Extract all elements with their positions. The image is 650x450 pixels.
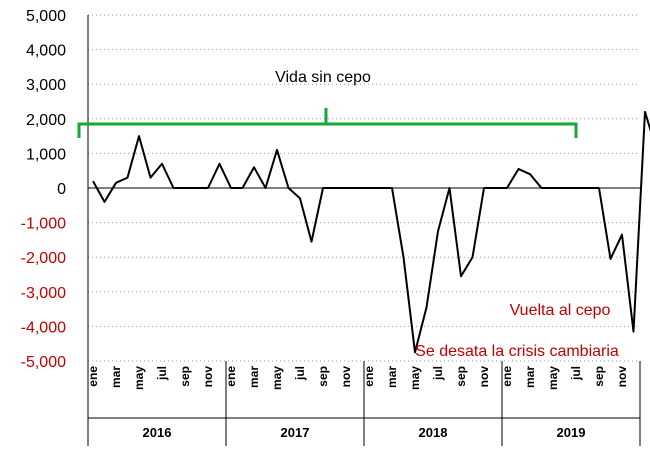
- x-tick-label: nov: [339, 366, 353, 388]
- x-tick-label: jul: [431, 366, 445, 381]
- x-tick-label: sep: [316, 366, 330, 387]
- y-tick-label: -1,000: [21, 216, 66, 233]
- y-tick-label: -5,000: [21, 354, 66, 371]
- x-tick-label: may: [408, 366, 422, 390]
- gridlines: [88, 14, 640, 362]
- year-label: 2016: [143, 425, 172, 440]
- x-tick-label: sep: [178, 366, 192, 387]
- x-tick-label: sep: [592, 366, 606, 387]
- y-tick-label: -2,000: [21, 250, 66, 267]
- x-tick-label: ene: [362, 366, 376, 387]
- year-label: 2019: [557, 425, 586, 440]
- x-tick-label: jul: [155, 366, 169, 381]
- y-tick-label: -3,000: [21, 285, 66, 302]
- y-tick-label: 3,000: [26, 77, 66, 94]
- bracket-line: [77, 122, 578, 138]
- x-tick-label: mar: [247, 366, 261, 388]
- y-tick-label: 2,000: [26, 112, 66, 129]
- labels: 5,000 4,000 3,000 2,000 1,000 0 -1,000 -2,000 -3…: [21, 8, 629, 440]
- x-tick-label: jul: [293, 366, 307, 381]
- x-tick-label: nov: [477, 366, 491, 388]
- x-tick-label: mar: [385, 366, 399, 388]
- x-tick-label: mar: [109, 366, 123, 388]
- bracket-label: Vida sin cepo: [275, 69, 371, 86]
- x-tick-label: may: [546, 366, 560, 390]
- x-tick-label: sep: [454, 366, 468, 387]
- x-tick-label: nov: [201, 366, 215, 388]
- series-layer: [92, 110, 650, 354]
- x-tick-label: ene: [86, 366, 100, 387]
- y-tick-label: 4,000: [26, 43, 66, 60]
- x-tick-label: jul: [569, 366, 583, 381]
- year-label: 2017: [281, 425, 310, 440]
- annotation-crisis-cambiaria: Se desata la crisis cambiaria: [415, 343, 619, 360]
- x-tick-label: nov: [615, 366, 629, 388]
- x-tick-label: may: [132, 366, 146, 390]
- series-line-serie: [92, 110, 650, 354]
- y-tick-label: 1,000: [26, 146, 66, 163]
- x-tick-label: ene: [500, 366, 514, 387]
- year-label: 2018: [419, 425, 448, 440]
- x-tick-label: ene: [224, 366, 238, 387]
- y-tick-label: -4,000: [21, 319, 66, 336]
- annotation-vuelta-al-cepo: Vuelta al cepo: [510, 302, 611, 319]
- y-tick-label: 5,000: [26, 8, 66, 25]
- x-tick-label: may: [270, 366, 284, 390]
- y-tick-label: 0: [57, 181, 66, 198]
- x-tick-label: mar: [523, 366, 537, 388]
- vida-sin-cepo-bracket: [77, 107, 578, 138]
